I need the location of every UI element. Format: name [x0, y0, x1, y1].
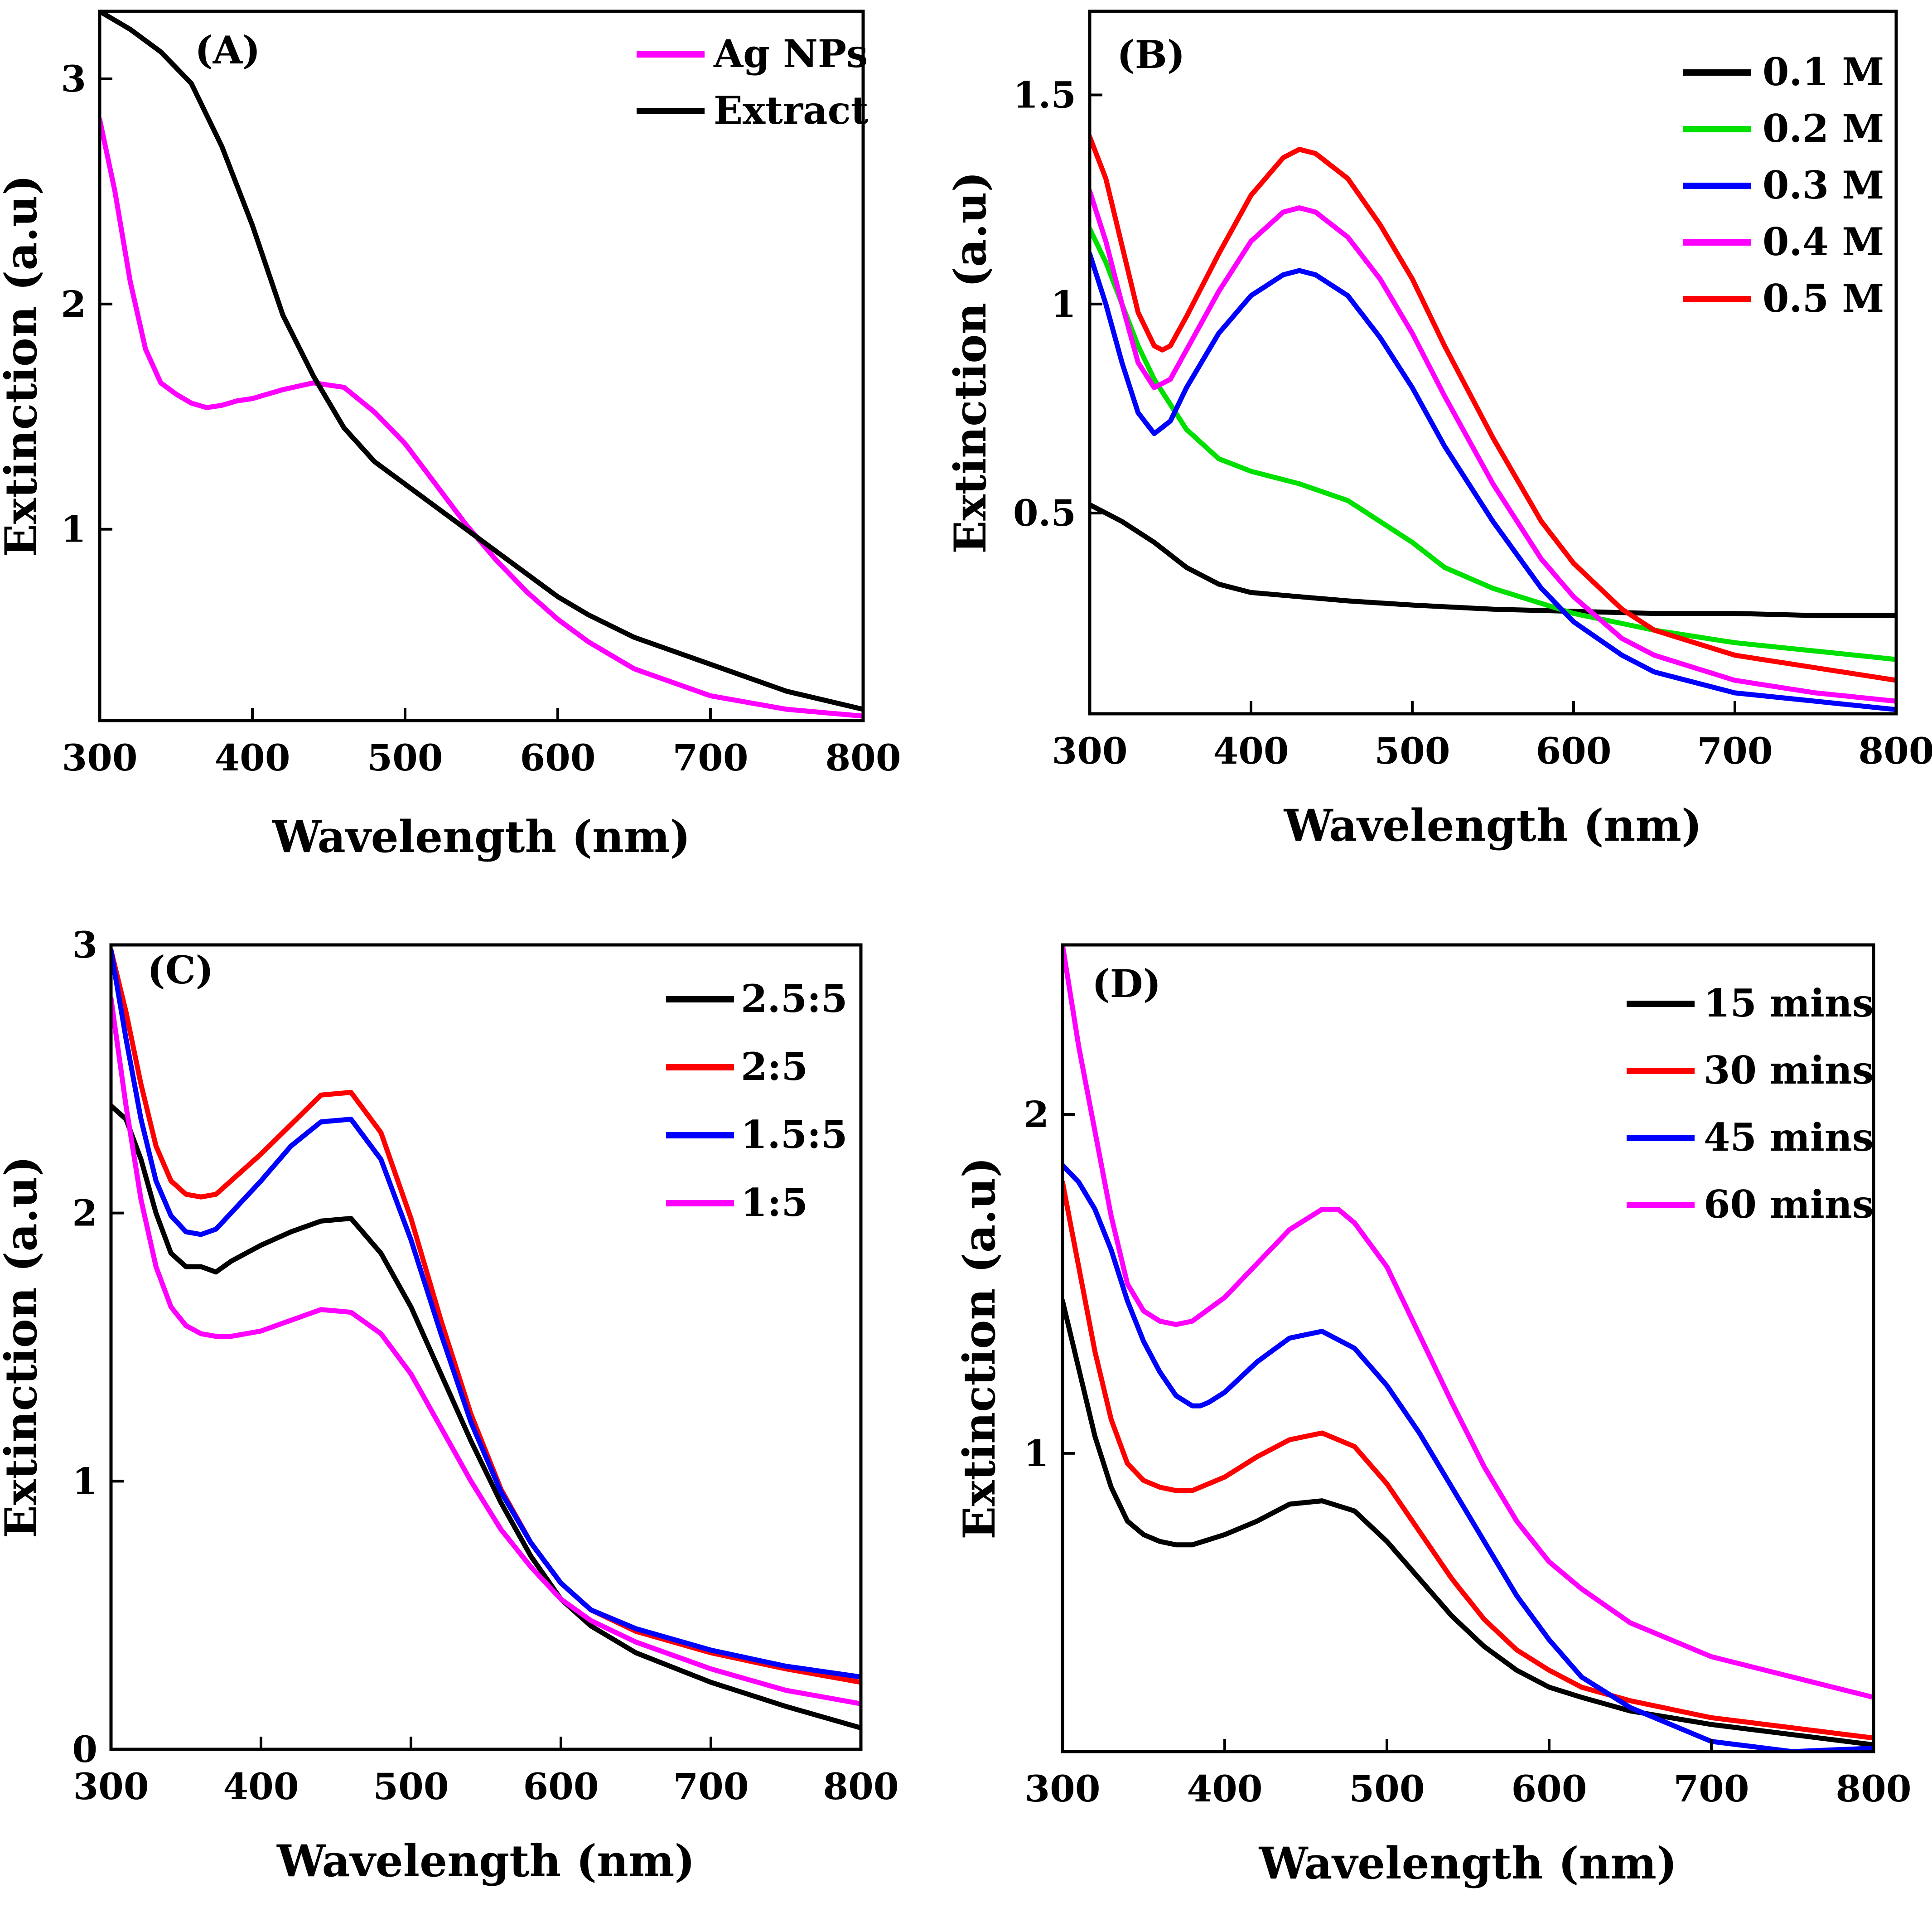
x-tick-label: 700 [1674, 1767, 1749, 1810]
legend-label-0-5-m: 0.5 M [1763, 276, 1884, 321]
series-line-0-5-m [1090, 134, 1896, 683]
series-line-45-mins [1063, 1162, 1874, 1752]
legend-label-0-2-m: 0.2 M [1763, 106, 1884, 151]
plot-frame [1061, 943, 1875, 1753]
series-line-1-5-5 [111, 948, 861, 1680]
legend: 0.1 M 0.2 M 0.3 M 0.4 M 0.5 M [1683, 49, 1884, 321]
x-tick-label: 700 [673, 1765, 749, 1808]
x-tick-label: 600 [1536, 730, 1612, 772]
y-axis-title: Extinction (a.u) [945, 171, 996, 554]
y-tick-label: 2 [72, 1192, 97, 1234]
x-axis-title: Wavelength (nm) [1284, 800, 1702, 851]
series-line-2-5-5 [111, 1103, 861, 1731]
x-tick-label: 800 [826, 736, 901, 779]
legend-label-2-5: 2:5 [741, 1044, 808, 1089]
x-tick-label: 700 [1697, 730, 1773, 772]
y-tick-label: 1 [61, 508, 86, 551]
panel-tag: (A) [195, 28, 261, 73]
y-tick-label: 1.5 [1013, 74, 1076, 116]
legend-label-45-mins: 45 mins [1704, 1115, 1874, 1160]
x-tick-label: 800 [1836, 1767, 1912, 1810]
series-line-15-mins [1063, 1298, 1874, 1748]
x-tick-label: 300 [1052, 730, 1128, 772]
y-tick-label: 3 [61, 58, 86, 100]
x-axis-title: Wavelength (nm) [272, 811, 691, 862]
legend-label-0-3-m: 0.3 M [1763, 163, 1884, 208]
legend-label-60-mins: 60 mins [1704, 1182, 1874, 1227]
legend: 2.5:5 2:5 1.5:5 1:5 [666, 976, 848, 1225]
y-tick-label: 2 [61, 283, 86, 325]
y-tick-label: 2 [1024, 1093, 1049, 1136]
x-tick-label: 700 [673, 736, 749, 779]
legend-label-2-5-5: 2.5:5 [741, 976, 848, 1021]
y-axis-title: Extinction (a.u) [954, 1157, 1005, 1539]
legend-label-30-mins: 30 mins [1704, 1048, 1874, 1093]
plot-frame [109, 943, 863, 1751]
y-tick-label: 0 [72, 1728, 97, 1771]
x-axis-title: Wavelength (nm) [1259, 1838, 1677, 1889]
x-tick-label: 600 [523, 1765, 599, 1808]
y-axis-title: Extinction (a.u) [0, 1156, 47, 1539]
x-tick-label: 600 [1512, 1767, 1587, 1810]
legend-label-ag-nps: Ag NPs [713, 31, 868, 76]
series-line-0-1-m [1090, 502, 1896, 618]
x-tick-label: 300 [73, 1765, 149, 1808]
panel-tag: (B) [1117, 32, 1185, 77]
x-tick-label: 400 [215, 736, 290, 779]
panel-c: 300 400 500 600 700 800 0 1 2 3 Wavelength (nm) Ext… [0, 924, 899, 1887]
series-line-0-2-m [1090, 226, 1896, 662]
plot-frame [98, 10, 865, 722]
legend-label-extract: Extract [714, 88, 869, 133]
x-tick-label: 400 [223, 1765, 299, 1808]
legend-label-1-5: 1:5 [741, 1180, 808, 1225]
series-line-ag-nps [100, 117, 863, 719]
legend: Ag NPs Extract [637, 31, 869, 133]
x-tick-label: 500 [1375, 730, 1450, 772]
x-tick-label: 500 [1349, 1767, 1425, 1810]
legend: 15 mins 30 mins 45 mins 60 mins [1627, 981, 1874, 1227]
series-line-30-mins [1063, 1180, 1874, 1741]
series-line-0-4-m [1090, 189, 1896, 704]
y-tick-label: 1 [1051, 283, 1076, 325]
y-tick-label: 1 [72, 1460, 97, 1502]
series-line-0-3-m [1090, 251, 1896, 712]
x-tick-label: 600 [520, 736, 596, 779]
legend-label-15-mins: 15 mins [1704, 981, 1874, 1026]
y-tick-label: 0.5 [1013, 492, 1076, 534]
y-tick-label: 1 [1024, 1432, 1049, 1475]
x-tick-label: 500 [367, 736, 443, 779]
x-tick-label: 800 [1859, 730, 1932, 772]
series-line-60-mins [1063, 945, 1874, 1700]
x-tick-label: 300 [1025, 1767, 1101, 1810]
y-tick-label: 3 [72, 924, 97, 966]
series-line-1-5 [111, 996, 861, 1706]
x-tick-label: 800 [823, 1765, 899, 1808]
y-axis-title: Extinction (a.u) [0, 175, 47, 557]
panel-d: 300 400 500 600 700 800 1 2 Wavelength (nm) Extin… [954, 943, 1912, 1889]
x-tick-label: 300 [62, 736, 138, 779]
legend-label-1-5-5: 1.5:5 [741, 1112, 848, 1157]
legend-label-0-1-m: 0.1 M [1763, 49, 1884, 94]
x-tick-label: 500 [373, 1765, 449, 1808]
x-tick-label: 400 [1213, 730, 1289, 772]
plot-frame [1088, 10, 1898, 716]
x-axis-title: Wavelength (nm) [276, 1835, 695, 1887]
legend-label-0-4-m: 0.4 M [1763, 219, 1884, 264]
panel-tag: (C) [147, 948, 213, 992]
x-tick-label: 400 [1187, 1767, 1263, 1810]
panel-a: 300 400 500 600 700 800 1 2 3 Wavelength (nm) Exti… [0, 10, 901, 862]
panel-tag: (D) [1092, 961, 1161, 1006]
series-line-extract [100, 11, 863, 712]
panel-b: 300 400 500 600 700 800 0.5 1 1.5 Wavelength (nm)… [945, 10, 1932, 851]
